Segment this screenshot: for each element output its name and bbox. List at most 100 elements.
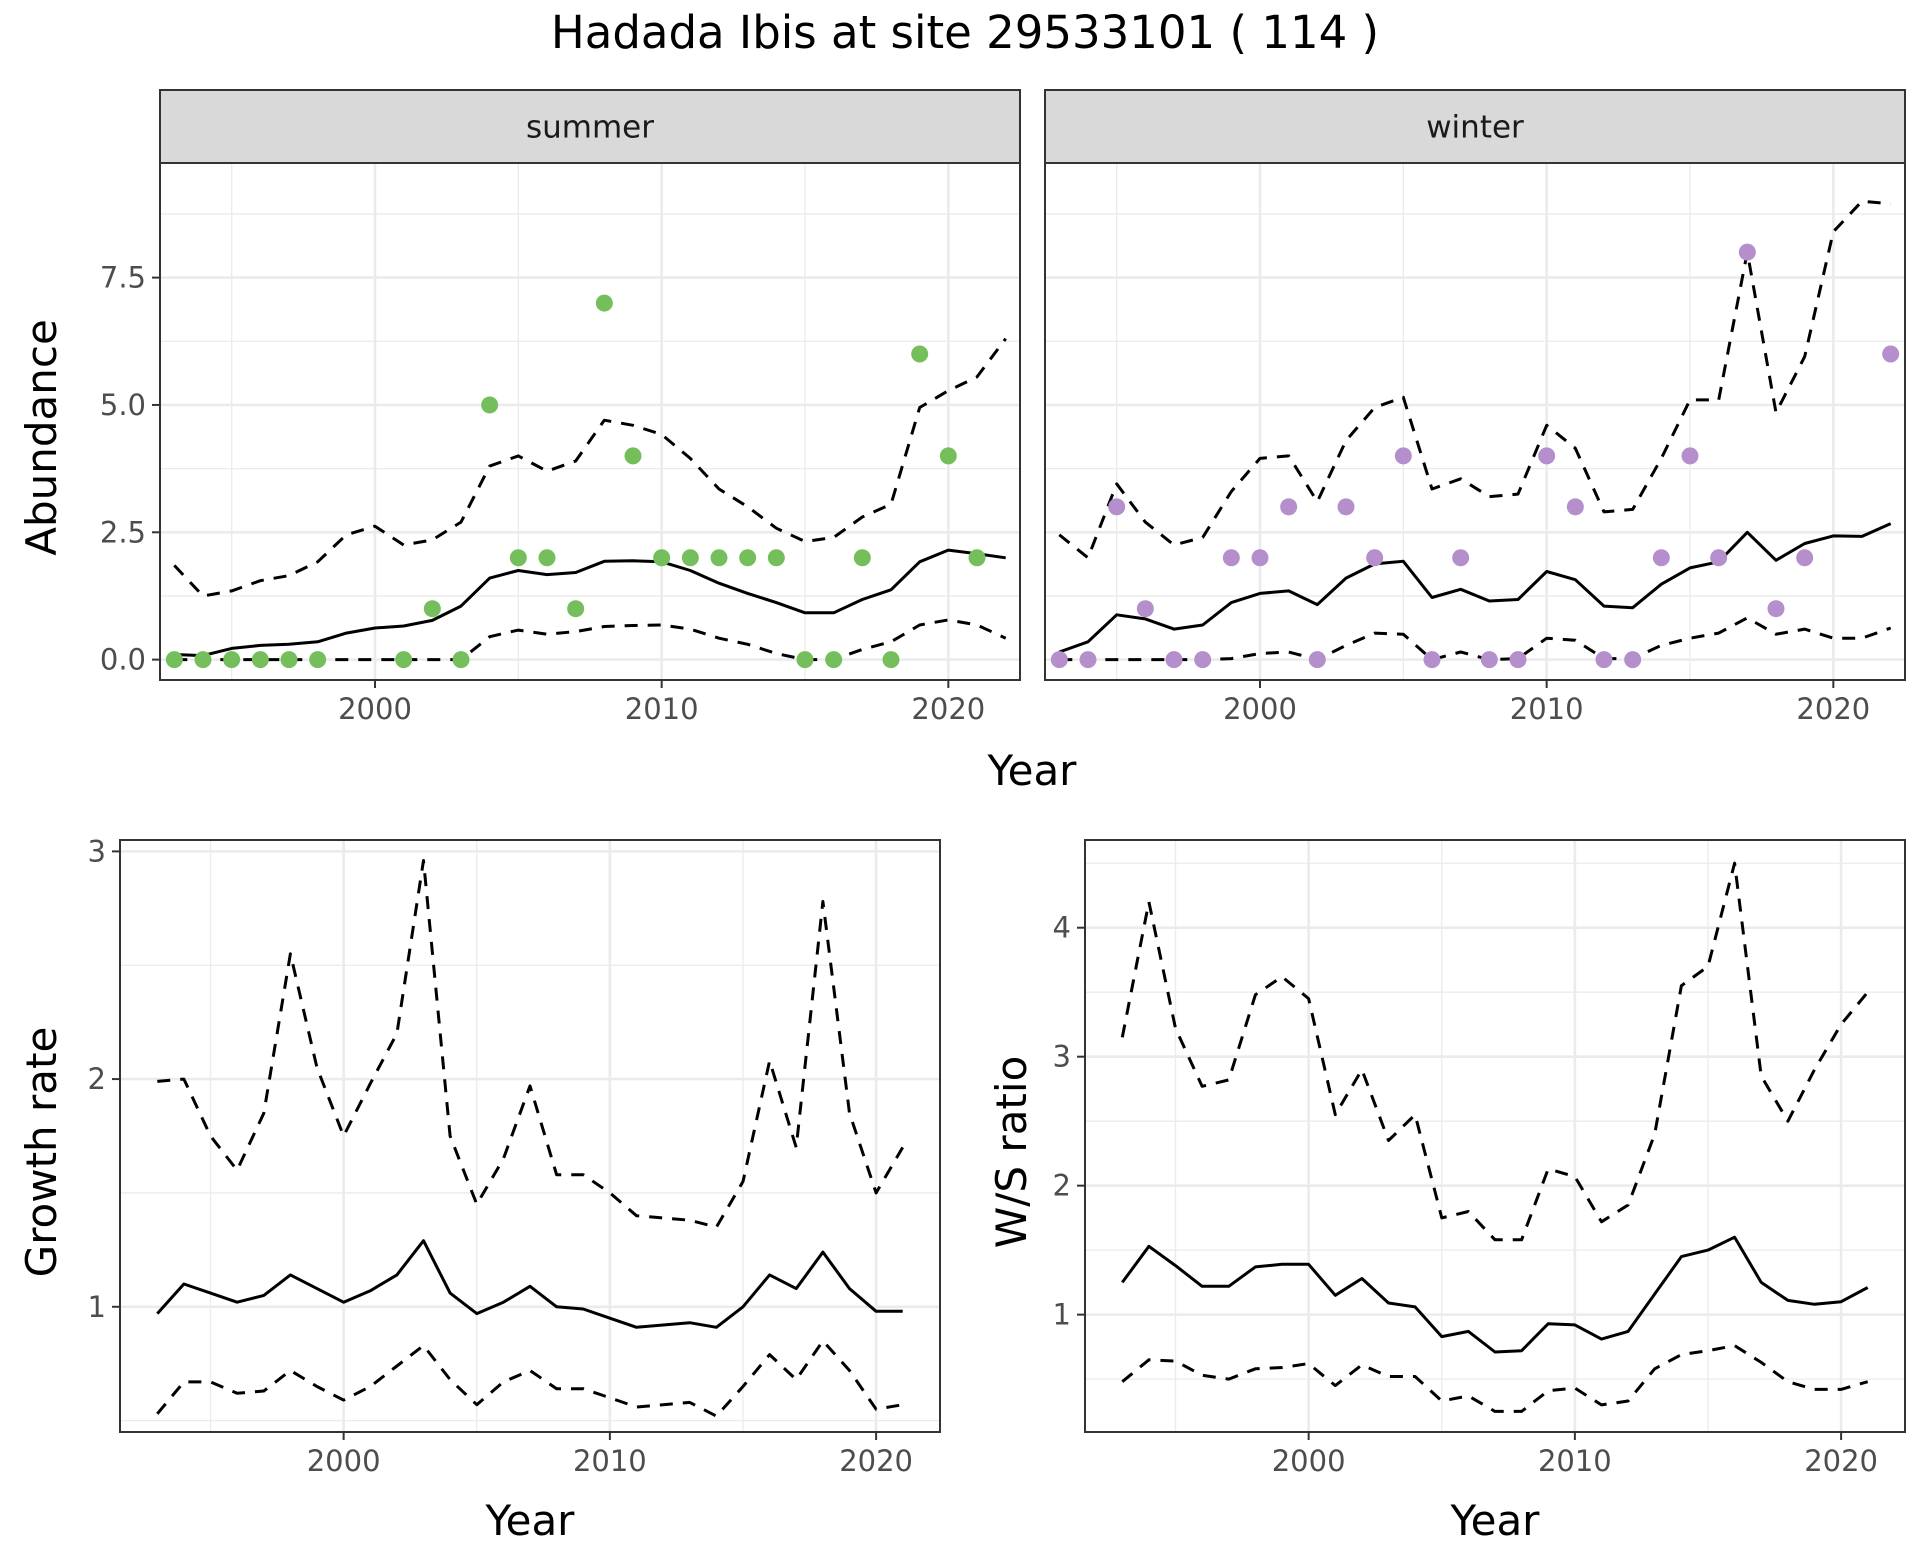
dashed-line-2 bbox=[1121, 1344, 1869, 1413]
data-point bbox=[1767, 600, 1785, 618]
dashed-line-1 bbox=[1058, 199, 1891, 560]
y-tick-label: 0.0 bbox=[100, 643, 146, 677]
data-point bbox=[1882, 345, 1900, 363]
panels: summer 2000 2010 2020 0.0 2.5 5.0 7.5 Year Abunda… bbox=[17, 89, 1906, 1545]
data-point bbox=[767, 549, 785, 567]
x-tick-label: 2010 bbox=[573, 1444, 647, 1478]
y-tick-label: 2 bbox=[1053, 1169, 1071, 1203]
x-axis-title: Year bbox=[987, 746, 1078, 795]
x-tick-label: 2010 bbox=[1510, 692, 1584, 726]
y-tick-label: 4 bbox=[1053, 911, 1071, 945]
y-tick-label: 2.5 bbox=[100, 515, 146, 549]
y-tick-label: 2 bbox=[88, 1062, 106, 1096]
panel-summer: summer 2000 2010 2020 0.0 2.5 5.0 7.5 Year Abunda… bbox=[17, 89, 1078, 795]
data-point bbox=[1452, 549, 1470, 567]
x-tick-label: 2000 bbox=[307, 1444, 381, 1478]
data-point bbox=[1566, 498, 1584, 516]
solid-line-0 bbox=[156, 1239, 903, 1329]
solid-line-0 bbox=[1121, 1235, 1869, 1354]
data-point bbox=[1394, 447, 1412, 465]
data-point bbox=[1480, 651, 1498, 669]
data-point bbox=[911, 345, 929, 363]
data-point bbox=[538, 549, 556, 567]
data-point bbox=[309, 651, 327, 669]
x-tick-label: 2020 bbox=[1796, 692, 1870, 726]
y-tick-label: 3 bbox=[88, 834, 106, 868]
data-point bbox=[939, 447, 957, 465]
dashed-line-1 bbox=[173, 337, 1007, 598]
data-point bbox=[423, 600, 441, 618]
x-tick-label: 2000 bbox=[1223, 692, 1297, 726]
strip-winter bbox=[1044, 89, 1906, 164]
data-point bbox=[1108, 498, 1126, 516]
data-point bbox=[1165, 651, 1183, 669]
strip-summer bbox=[159, 89, 1021, 164]
y-axis-title: Growth rate bbox=[17, 1027, 66, 1278]
x-tick-label: 2010 bbox=[625, 692, 699, 726]
y-axis-title: Abundance bbox=[17, 319, 66, 556]
x-tick-label: 2020 bbox=[839, 1444, 913, 1478]
data-point bbox=[1079, 651, 1097, 669]
data-point bbox=[452, 651, 470, 669]
data-point bbox=[1280, 498, 1298, 516]
data-point bbox=[595, 294, 613, 312]
data-point bbox=[194, 651, 212, 669]
figure-title: Hadada Ibis at site 29533101 ( 114 ) bbox=[551, 6, 1379, 59]
panel-border bbox=[1084, 839, 1906, 1433]
data-point bbox=[710, 549, 728, 567]
data-point bbox=[1796, 549, 1814, 567]
x-axis-title: Year bbox=[485, 1496, 576, 1545]
dashed-line-1 bbox=[157, 859, 904, 1229]
data-point bbox=[739, 549, 757, 567]
data-point bbox=[1194, 651, 1212, 669]
data-point bbox=[395, 651, 413, 669]
y-tick-label: 3 bbox=[1053, 1040, 1071, 1074]
data-point bbox=[1538, 447, 1556, 465]
data-point bbox=[624, 447, 642, 465]
y-tick-label: 1 bbox=[88, 1290, 106, 1324]
data-point bbox=[1595, 651, 1613, 669]
y-tick-label: 5.0 bbox=[100, 388, 146, 422]
data-point bbox=[223, 651, 241, 669]
data-point bbox=[1423, 651, 1441, 669]
data-point bbox=[280, 651, 298, 669]
data-point bbox=[1337, 498, 1355, 516]
data-point bbox=[968, 549, 986, 567]
data-point bbox=[1652, 549, 1670, 567]
x-tick-label: 2000 bbox=[338, 692, 412, 726]
data-point bbox=[653, 549, 671, 567]
panel-ratio: 2000 2010 2020 1 2 3 4 Year W/S ratio bbox=[987, 839, 1906, 1545]
data-point bbox=[681, 549, 699, 567]
data-point bbox=[1624, 651, 1642, 669]
data-point bbox=[1050, 651, 1068, 669]
y-tick-label: 1 bbox=[1053, 1298, 1071, 1332]
data-point bbox=[1710, 549, 1728, 567]
x-tick-label: 2020 bbox=[911, 692, 985, 726]
panel-border bbox=[119, 839, 941, 1433]
dashed-line-1 bbox=[1120, 861, 1869, 1242]
y-axis-title: W/S ratio bbox=[987, 1056, 1036, 1249]
solid-line-0 bbox=[174, 548, 1006, 658]
y-tick-label: 7.5 bbox=[100, 261, 146, 295]
data-point bbox=[1681, 447, 1699, 465]
solid-line-0 bbox=[1058, 522, 1892, 654]
panel-growth: 2000 2010 2020 1 2 3 Year Growth rate bbox=[17, 834, 941, 1545]
data-point bbox=[567, 600, 585, 618]
data-point bbox=[1738, 243, 1756, 261]
data-point bbox=[853, 549, 871, 567]
x-tick-label: 2020 bbox=[1804, 1444, 1878, 1478]
data-point bbox=[1222, 549, 1240, 567]
data-point bbox=[1366, 549, 1384, 567]
strip-label: winter bbox=[1426, 110, 1524, 146]
data-point bbox=[509, 549, 527, 567]
data-point bbox=[1308, 651, 1326, 669]
data-point bbox=[165, 651, 183, 669]
data-point bbox=[1136, 600, 1154, 618]
data-point bbox=[825, 651, 843, 669]
data-point bbox=[1251, 549, 1269, 567]
data-point bbox=[1509, 651, 1527, 669]
strip-label: summer bbox=[526, 110, 654, 146]
data-point bbox=[481, 396, 499, 414]
